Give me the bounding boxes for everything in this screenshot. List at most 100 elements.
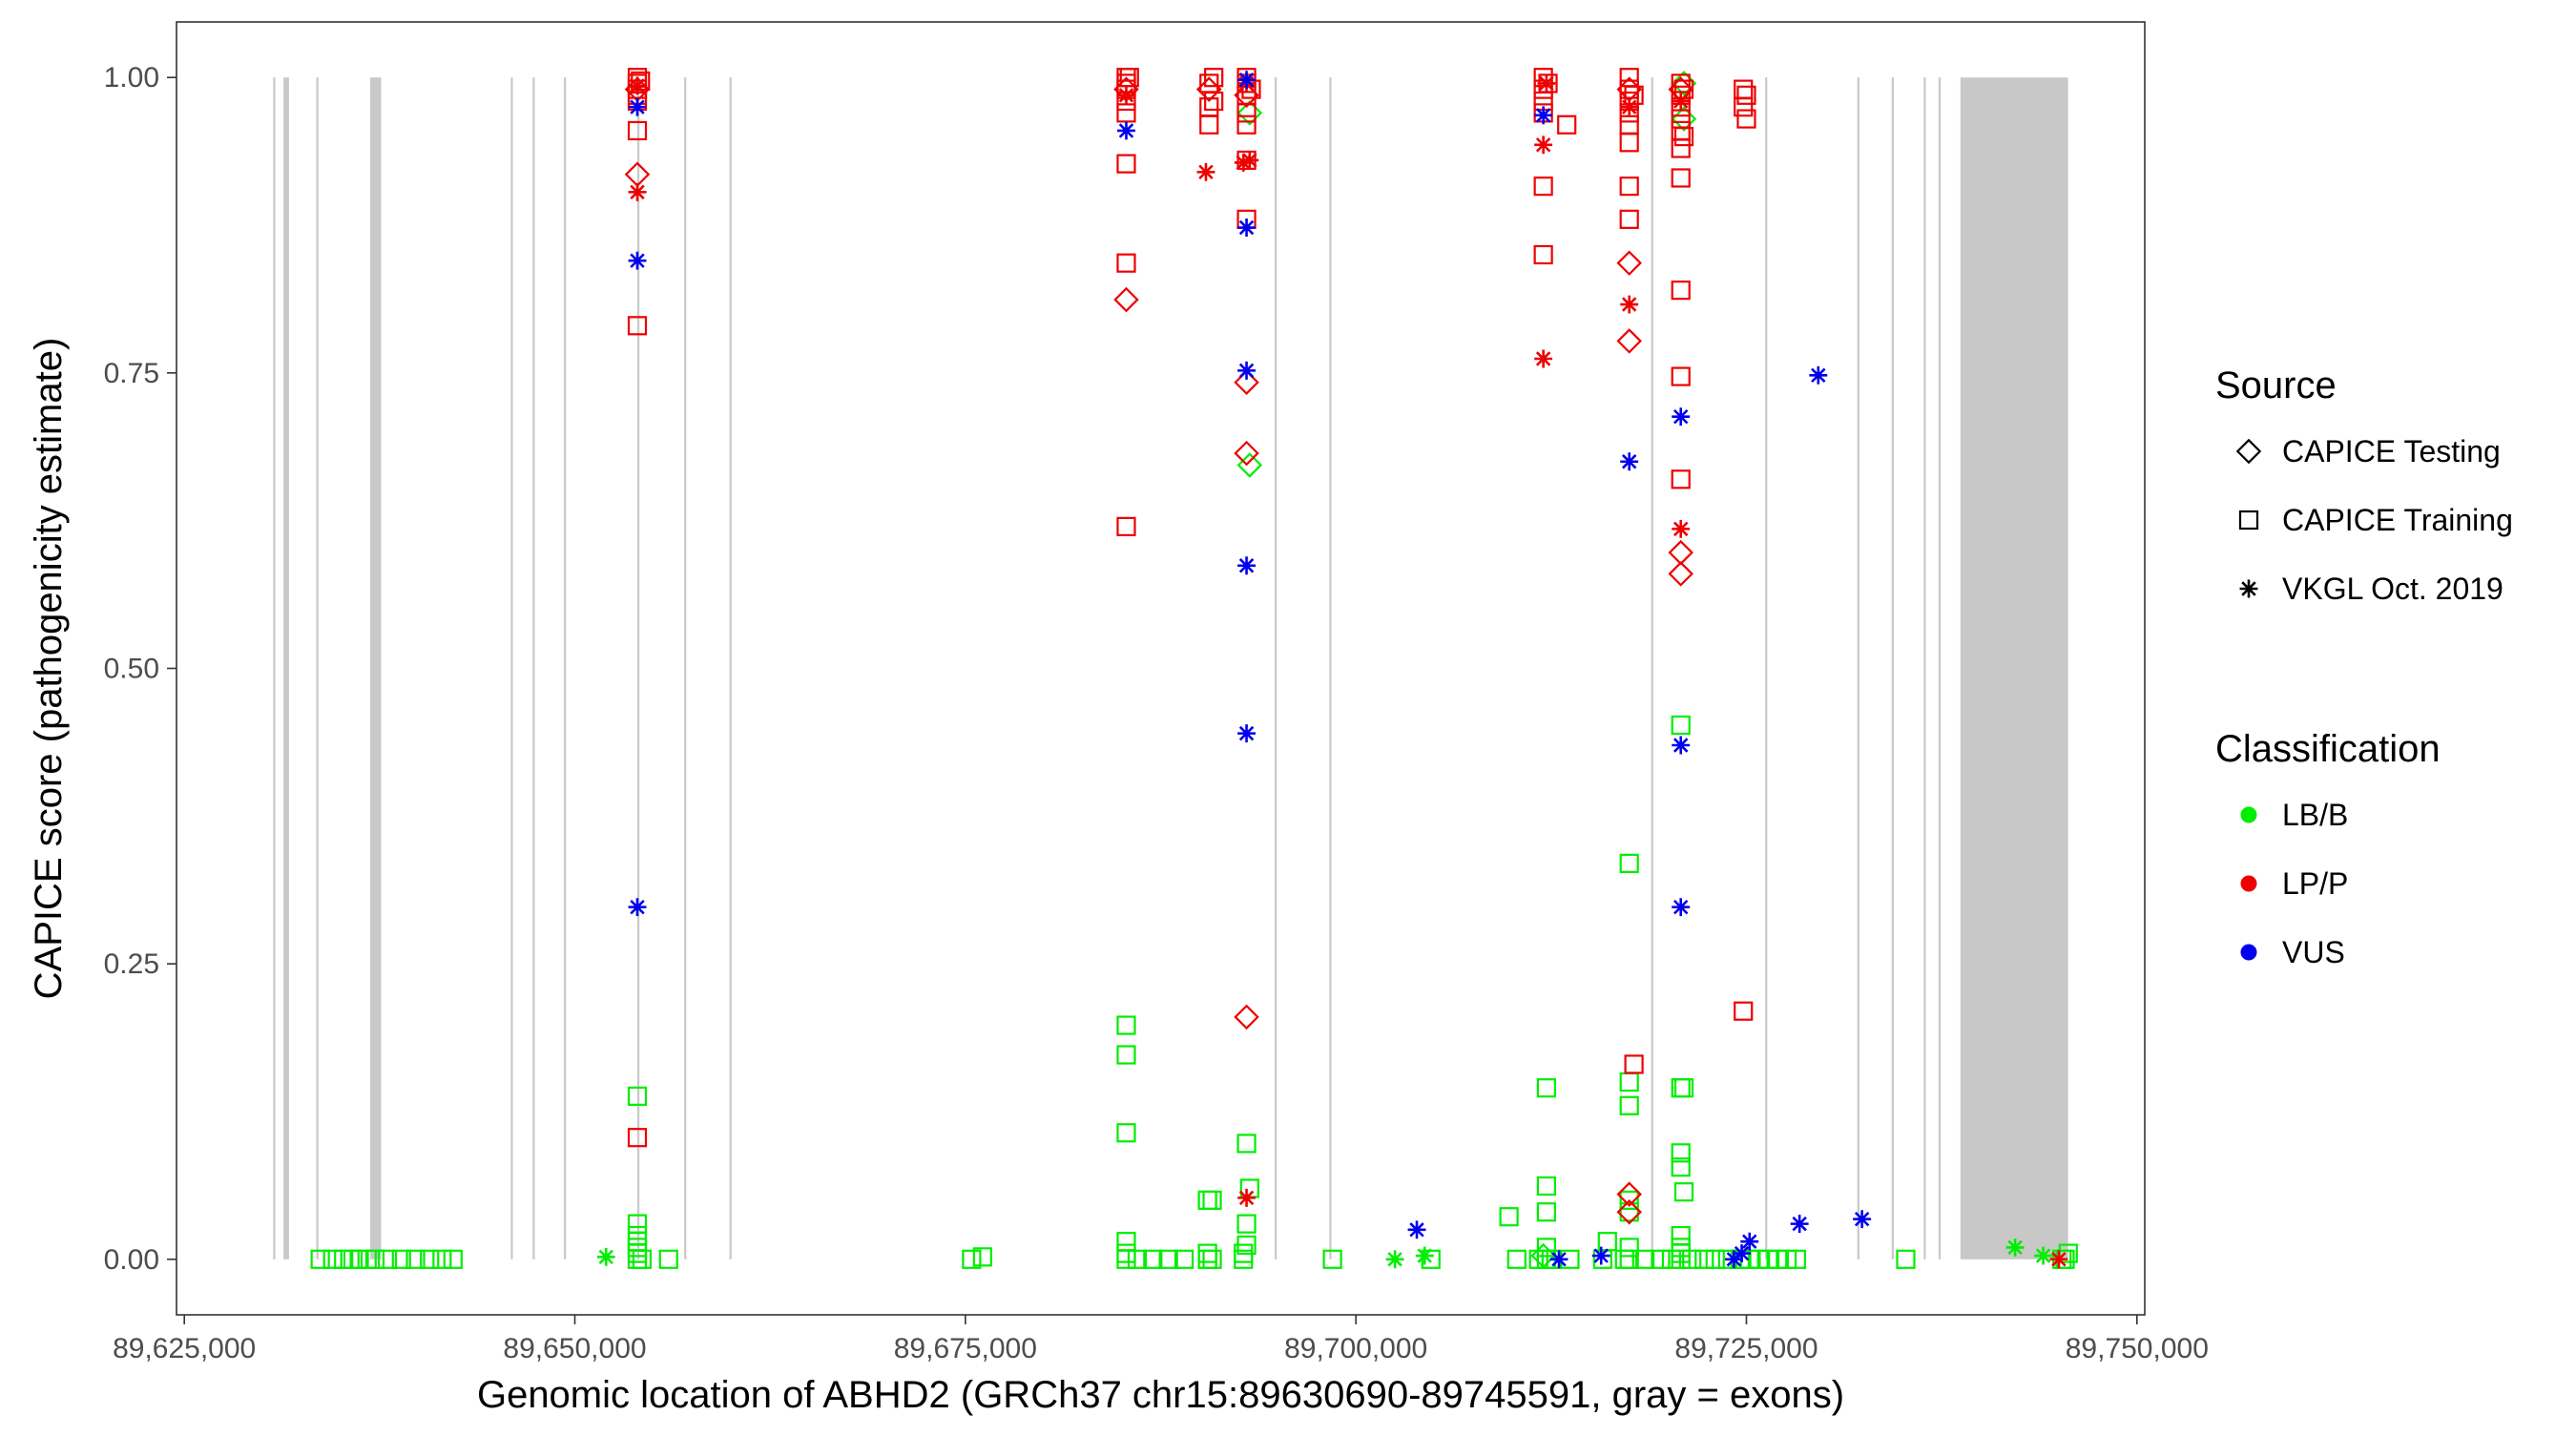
- lp-p-diamond-point: [1113, 286, 1139, 313]
- plot-panel-border: [176, 21, 2146, 1316]
- lb-b-square-point: [1236, 1235, 1257, 1256]
- lp-p-star-point: [628, 182, 647, 201]
- x-tick-label: 89,650,000: [503, 1333, 646, 1364]
- x-tick-label: 89,625,000: [113, 1333, 256, 1364]
- lp-p-square-point: [1671, 281, 1691, 301]
- lb-b-square-point: [1116, 1045, 1136, 1065]
- lb-b-square-point: [1322, 1249, 1342, 1269]
- lb-b-square-point: [1619, 853, 1639, 873]
- lp-p-diamond-point: [1668, 561, 1693, 587]
- lb-b-square-point: [1202, 1249, 1222, 1269]
- legend-label: VUS: [2282, 935, 2345, 969]
- lp-p-square-point: [1116, 103, 1136, 123]
- lp-p-diamond-point: [1234, 440, 1259, 467]
- lp-p-square-point: [1671, 469, 1691, 489]
- exon-band: [1938, 77, 1942, 1259]
- lp-p-square-point: [1671, 73, 1691, 94]
- lb-b-square-point: [1197, 1190, 1217, 1210]
- exon-band: [1923, 77, 1926, 1259]
- lp-p-star-point: [1672, 92, 1691, 111]
- exon-band: [564, 77, 567, 1259]
- exon-band: [1651, 77, 1653, 1259]
- y-tick-label: 0.75: [104, 358, 159, 389]
- lp-p-square-point: [1671, 366, 1691, 386]
- lb-b-square-point: [1671, 1238, 1691, 1258]
- lp-p-square-point: [1736, 85, 1756, 105]
- legend-label: LB/B: [2282, 798, 2348, 832]
- vus-star-point: [628, 97, 647, 116]
- vus-star-point: [1672, 898, 1691, 917]
- legend-key-square: [2238, 510, 2259, 531]
- lb-b-square-point: [1116, 1243, 1136, 1263]
- lb-b-square-point: [1536, 1202, 1557, 1222]
- vus-star-point: [1620, 452, 1639, 471]
- exon-band: [1857, 77, 1859, 1259]
- lb-b-square-point: [1786, 1249, 1806, 1269]
- lp-p-square-point: [1734, 97, 1754, 117]
- vus-star-point: [1853, 1210, 1872, 1229]
- lb-b-square-point: [627, 1214, 648, 1234]
- lp-p-diamond-point: [1616, 1198, 1642, 1225]
- data-points: [310, 68, 2078, 1269]
- x-tick-label: 89,700,000: [1284, 1333, 1427, 1364]
- vus-star-point: [1549, 1250, 1568, 1269]
- lb-b-square-point: [1536, 1176, 1557, 1197]
- exon-bands: [273, 77, 2068, 1259]
- lp-p-square-point: [1736, 109, 1756, 129]
- legend-title: Source: [2215, 364, 2337, 406]
- lb-b-square-point: [1174, 1249, 1195, 1269]
- lb-b-square-point: [443, 1249, 463, 1269]
- y-tick-label: 1.00: [104, 62, 159, 94]
- x-axis-title: Genomic location of ABHD2 (GRCh37 chr15:…: [477, 1374, 1844, 1416]
- legend-key-color: [2240, 875, 2257, 892]
- lp-p-diamond-point: [1196, 76, 1222, 102]
- lb-b-star-point: [596, 1247, 615, 1266]
- x-axis: 89,625,000 89,650,000 89,675,000 89,700,000…: [113, 1315, 2209, 1364]
- x-tick-label: 89,675,000: [894, 1333, 1037, 1364]
- lp-p-square-point: [1671, 168, 1691, 188]
- lb-b-square-point: [364, 1249, 385, 1269]
- lb-b-square-point: [1116, 1232, 1136, 1252]
- y-tick-label: 0.50: [104, 654, 159, 685]
- lb-b-square-point: [1619, 1202, 1639, 1222]
- lb-b-square-point: [1634, 1249, 1655, 1269]
- exon-band: [1960, 77, 2068, 1259]
- lb-b-square-point: [658, 1249, 678, 1269]
- legend-key-color: [2240, 806, 2257, 823]
- lb-b-square-point: [1197, 1243, 1217, 1263]
- lp-p-square-point: [1673, 127, 1694, 147]
- lb-b-square-point: [962, 1249, 982, 1269]
- vus-star-point: [1237, 556, 1256, 575]
- vus-star-point: [1672, 736, 1691, 755]
- y-axis-title: CAPICE score (pathogenicity estimate): [28, 338, 70, 1000]
- lb-b-square-point: [322, 1249, 343, 1269]
- exon-band: [637, 77, 640, 1259]
- lp-p-square-point: [1557, 114, 1577, 135]
- lp-p-square-point: [1199, 114, 1219, 135]
- lp-p-square-point: [627, 120, 648, 141]
- exon-band: [1891, 77, 1894, 1259]
- lp-p-diamond-point: [1234, 82, 1259, 109]
- vus-star-point: [1237, 361, 1256, 380]
- legend: Source CAPICE Testing CAPICE Training VKGL …: [2215, 364, 2513, 969]
- lb-b-square-point: [1127, 1249, 1148, 1269]
- lp-p-star-point: [1196, 162, 1215, 181]
- lb-b-square-point: [1236, 1214, 1257, 1234]
- exon-band: [1765, 77, 1768, 1259]
- lp-p-diamond-point: [1668, 539, 1693, 566]
- exon-band: [510, 77, 513, 1259]
- lb-b-square-point: [1536, 1238, 1557, 1258]
- lb-b-square-point: [1158, 1249, 1178, 1269]
- legend-label: CAPICE Testing: [2282, 434, 2501, 468]
- vus-star-point: [1407, 1220, 1426, 1239]
- exon-band: [532, 77, 535, 1259]
- lp-p-diamond-point: [1616, 328, 1642, 354]
- lb-b-square-point: [1614, 1249, 1634, 1269]
- exon-band: [273, 77, 276, 1259]
- lb-b-square-point: [1116, 1123, 1136, 1143]
- lb-b-diamond-point: [1236, 452, 1263, 478]
- lp-p-diamond-point: [1616, 250, 1642, 276]
- x-tick-label: 89,725,000: [1674, 1333, 1818, 1364]
- y-axis: 0.00 0.25 0.50 0.75 1.00: [104, 62, 177, 1276]
